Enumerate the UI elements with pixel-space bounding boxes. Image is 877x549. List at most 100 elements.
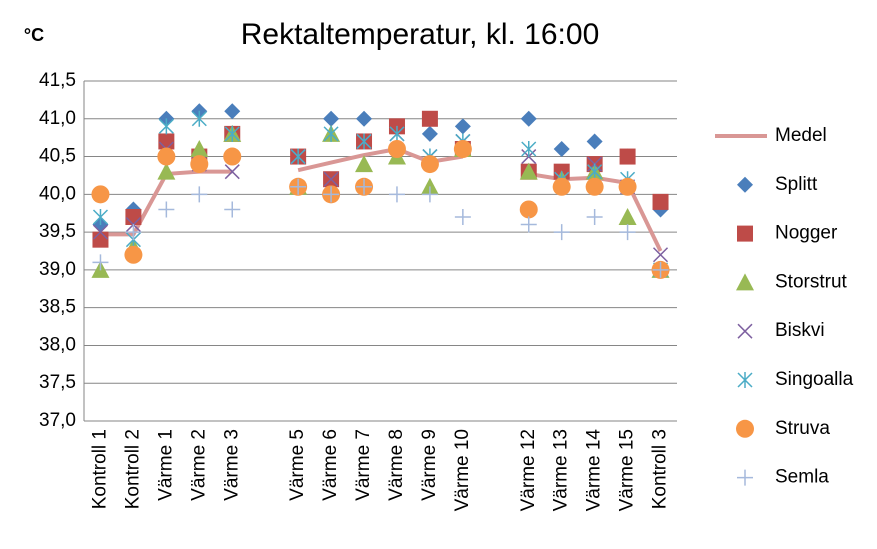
marker-plus bbox=[454, 209, 471, 225]
y-tick-label: 41,0 bbox=[39, 108, 76, 129]
marker-x bbox=[652, 247, 669, 263]
marker-asterisk bbox=[224, 125, 240, 142]
marker-triangle bbox=[420, 177, 439, 195]
marker-diamond bbox=[356, 110, 373, 127]
marker-plus bbox=[290, 178, 307, 195]
marker-asterisk bbox=[290, 148, 306, 165]
marker-square bbox=[92, 231, 109, 248]
marker-plus bbox=[323, 186, 340, 203]
legend-label: Medel bbox=[775, 125, 827, 146]
marker-x bbox=[92, 224, 109, 240]
y-tick-label: 41,5 bbox=[39, 70, 76, 91]
x-tick-label: Värme 14 bbox=[584, 429, 605, 512]
marker-circle bbox=[585, 177, 604, 196]
marker-diamond bbox=[224, 103, 241, 120]
x-tick-label: Kontroll 3 bbox=[650, 429, 671, 509]
marker-circle bbox=[91, 185, 110, 204]
marker-plus bbox=[619, 224, 636, 241]
marker-x bbox=[737, 323, 753, 339]
marker-triangle bbox=[618, 208, 637, 225]
marker-plus bbox=[421, 186, 438, 203]
marker-plus bbox=[191, 186, 208, 203]
marker-x bbox=[224, 164, 240, 180]
marker-plus bbox=[356, 178, 373, 195]
marker-plus bbox=[520, 216, 537, 233]
marker-circle bbox=[124, 245, 143, 264]
marker-diamond bbox=[737, 176, 753, 193]
marker-diamond bbox=[323, 110, 340, 127]
marker-circle bbox=[552, 177, 571, 196]
y-tick-label: 37,0 bbox=[39, 410, 76, 431]
marker-plus bbox=[652, 261, 669, 278]
marker-diamond bbox=[454, 118, 471, 135]
x-tick-label: Värme 1 bbox=[155, 429, 176, 501]
marker-plus bbox=[125, 224, 142, 241]
marker-diamond bbox=[586, 133, 603, 150]
y-tick-label: 39,0 bbox=[39, 259, 76, 280]
marker-circle bbox=[519, 200, 538, 219]
y-tick-label: 39,5 bbox=[39, 221, 76, 242]
marker-square bbox=[652, 193, 669, 210]
marker-asterisk bbox=[323, 125, 339, 142]
marker-x bbox=[323, 171, 339, 187]
marker-circle bbox=[190, 155, 209, 174]
marker-plus bbox=[737, 469, 753, 486]
x-tick-label: Värme 8 bbox=[386, 429, 407, 501]
y-tick-label: 38,5 bbox=[39, 297, 76, 318]
x-tick-label: Värme 12 bbox=[518, 429, 539, 511]
marker-plus bbox=[553, 224, 570, 241]
marker-asterisk bbox=[521, 141, 537, 157]
marker-asterisk bbox=[587, 163, 603, 180]
marker-triangle bbox=[190, 140, 209, 157]
marker-asterisk bbox=[356, 133, 372, 150]
y-tick-label: 37,5 bbox=[39, 372, 76, 393]
marker-diamond bbox=[421, 125, 438, 142]
x-tick-label: Värme 3 bbox=[221, 429, 242, 501]
marker-asterisk bbox=[389, 125, 405, 142]
series-line bbox=[100, 147, 663, 252]
marker-diamond bbox=[520, 110, 537, 127]
marker-plus bbox=[224, 201, 241, 218]
marker-triangle bbox=[355, 155, 374, 173]
x-tick-label: Kontroll 2 bbox=[122, 429, 143, 509]
legend-label: Splitt bbox=[775, 174, 818, 195]
marker-circle bbox=[736, 419, 754, 438]
y-tick-label: 40,5 bbox=[39, 146, 76, 167]
legend-label: Storstrut bbox=[775, 271, 848, 292]
x-tick-label: Värme 9 bbox=[419, 429, 440, 501]
legend-label: Nogger bbox=[775, 223, 838, 244]
marker-plus bbox=[92, 254, 109, 271]
marker-square bbox=[125, 209, 142, 225]
marker-diamond bbox=[553, 141, 570, 157]
x-tick-label: Värme 10 bbox=[452, 429, 473, 511]
marker-square bbox=[158, 133, 175, 150]
marker-plus bbox=[586, 209, 603, 225]
x-tick-label: Värme 5 bbox=[287, 429, 308, 501]
marker-triangle bbox=[157, 162, 176, 180]
y-unit: °C bbox=[24, 25, 44, 45]
marker-circle bbox=[223, 147, 242, 166]
marker-plus bbox=[388, 186, 405, 203]
marker-circle bbox=[157, 147, 176, 166]
x-tick-label: Värme 6 bbox=[320, 429, 341, 501]
marker-square bbox=[421, 110, 438, 127]
chart-title: Rektaltemperatur, kl. 16:00 bbox=[241, 18, 600, 51]
legend-label: Biskvi bbox=[775, 320, 825, 341]
marker-asterisk bbox=[191, 110, 207, 127]
legend-label: Struva bbox=[775, 418, 830, 439]
marker-triangle bbox=[736, 273, 754, 291]
marker-circle bbox=[420, 155, 439, 174]
marker-asterisk bbox=[737, 372, 753, 388]
marker-plus bbox=[158, 201, 175, 218]
x-tick-label: Värme 7 bbox=[353, 429, 374, 501]
marker-asterisk bbox=[92, 209, 109, 225]
marker-circle bbox=[618, 177, 637, 196]
marker-circle bbox=[453, 140, 472, 158]
y-tick-label: 40,0 bbox=[39, 183, 76, 204]
marker-square bbox=[737, 225, 753, 242]
x-tick-label: Kontroll 1 bbox=[89, 429, 110, 509]
marker-asterisk bbox=[158, 118, 174, 135]
marker-triangle bbox=[519, 162, 538, 180]
